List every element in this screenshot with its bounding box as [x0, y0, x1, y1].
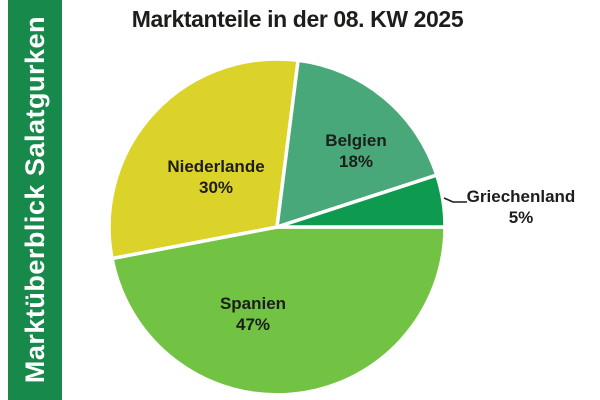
pie-slice-belgien	[275, 58, 439, 229]
chart-title: Marktanteile in der 08. KW 2025	[131, 6, 464, 32]
slice-label-spanien: Spanien 47%	[220, 293, 286, 335]
slice-label-name: Belgien	[325, 131, 387, 150]
pie-slice-spanien	[110, 225, 447, 397]
slice-label-value: 18%	[338, 152, 374, 171]
slice-label-niederlande: Niederlande 30%	[167, 156, 264, 198]
pie-slice-niederlande	[107, 57, 300, 261]
slice-label-value: 47%	[235, 315, 271, 334]
slice-label-griechenland: Griechenland 5%	[467, 186, 576, 228]
slice-label-belgien: Belgien 18%	[325, 130, 386, 172]
slice-label-name: Spanien	[219, 294, 287, 313]
slice-label-value: 30%	[198, 178, 234, 197]
sidebar-banner: Marktüberblick Salatgurken	[8, 0, 62, 400]
slice-label-name: Niederlande	[167, 157, 265, 176]
pie-slice-griechenland	[275, 173, 447, 229]
leader-line-griechenland	[443, 197, 467, 203]
slice-label-name: Griechenland	[466, 187, 576, 206]
slice-label-value: 5%	[508, 208, 534, 227]
